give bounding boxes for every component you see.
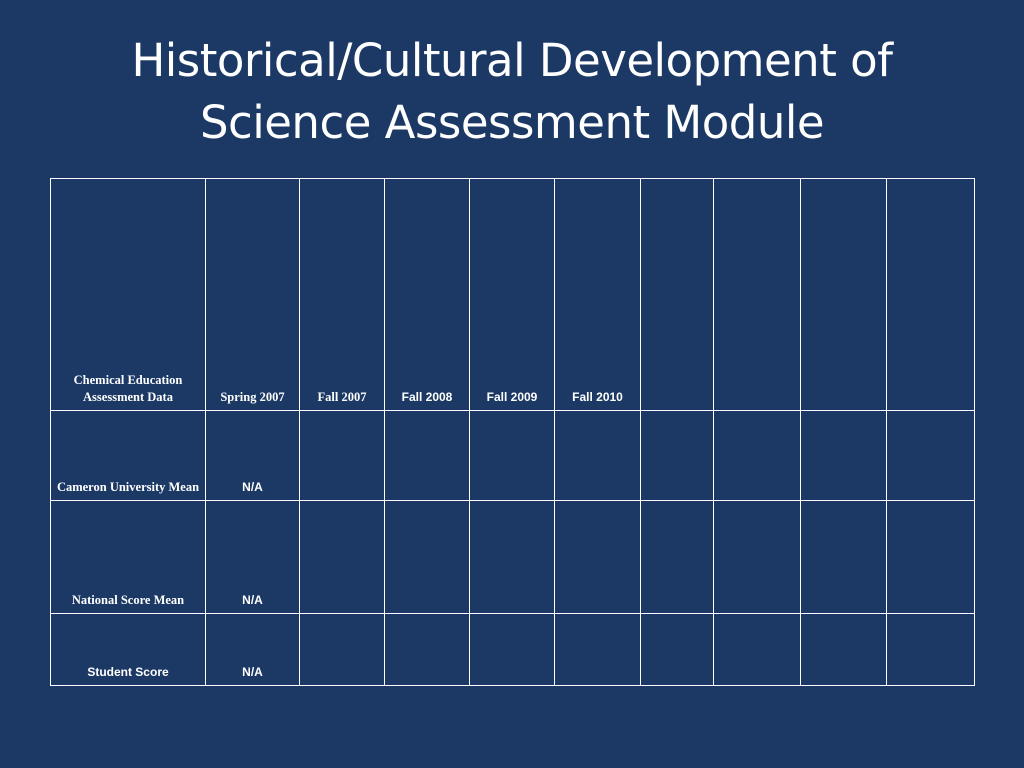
table-cell [886, 613, 975, 686]
table-cell [469, 613, 555, 686]
table-cell: N/A [205, 410, 300, 501]
header-cell-fall-2007: Fall 2007 [299, 178, 385, 411]
table-cell [299, 410, 385, 501]
table-cell [713, 500, 801, 614]
table-cell: N/A [205, 500, 300, 614]
table-row: Cameron University Mean N/A [50, 410, 975, 501]
table-cell [469, 410, 555, 501]
header-cell-empty [713, 178, 801, 411]
slide-title: Historical/Cultural Development of Scien… [0, 30, 1024, 154]
title-line-2: Science Assessment Module [199, 96, 825, 149]
header-cell-empty [800, 178, 887, 411]
table-cell [886, 500, 975, 614]
table-cell [640, 500, 714, 614]
title-line-1: Historical/Cultural Development of [131, 34, 893, 87]
header-cell-empty [886, 178, 975, 411]
table-cell [299, 500, 385, 614]
table-cell: N/A [205, 613, 300, 686]
table-cell [800, 613, 887, 686]
header-cell-spring-2007: Spring 2007 [205, 178, 300, 411]
table-cell [800, 410, 887, 501]
table-row: Student Score N/A [50, 613, 975, 686]
table-cell [713, 613, 801, 686]
header-cell-fall-2009: Fall 2009 [469, 178, 555, 411]
table-cell [384, 500, 470, 614]
header-cell-fall-2010: Fall 2010 [554, 178, 641, 411]
table-cell [713, 410, 801, 501]
table-header-row: Chemical Education Assessment Data Sprin… [50, 178, 975, 411]
table-cell [886, 410, 975, 501]
header-cell-fall-2008: Fall 2008 [384, 178, 470, 411]
row-label-national-score-mean: National Score Mean [50, 500, 206, 614]
header-cell-empty [640, 178, 714, 411]
table-cell [384, 613, 470, 686]
table-cell [554, 500, 641, 614]
table-row: National Score Mean N/A [50, 500, 975, 614]
table-cell [800, 500, 887, 614]
table-cell [554, 410, 641, 501]
row-label-cameron-university-mean: Cameron University Mean [50, 410, 206, 501]
row-label-student-score: Student Score [50, 613, 206, 686]
table-cell [640, 613, 714, 686]
table-cell [299, 613, 385, 686]
assessment-table: Chemical Education Assessment Data Sprin… [50, 178, 975, 686]
header-label-cell: Chemical Education Assessment Data [50, 178, 206, 411]
table-cell [469, 500, 555, 614]
table-cell [384, 410, 470, 501]
table-cell [640, 410, 714, 501]
table-cell [554, 613, 641, 686]
